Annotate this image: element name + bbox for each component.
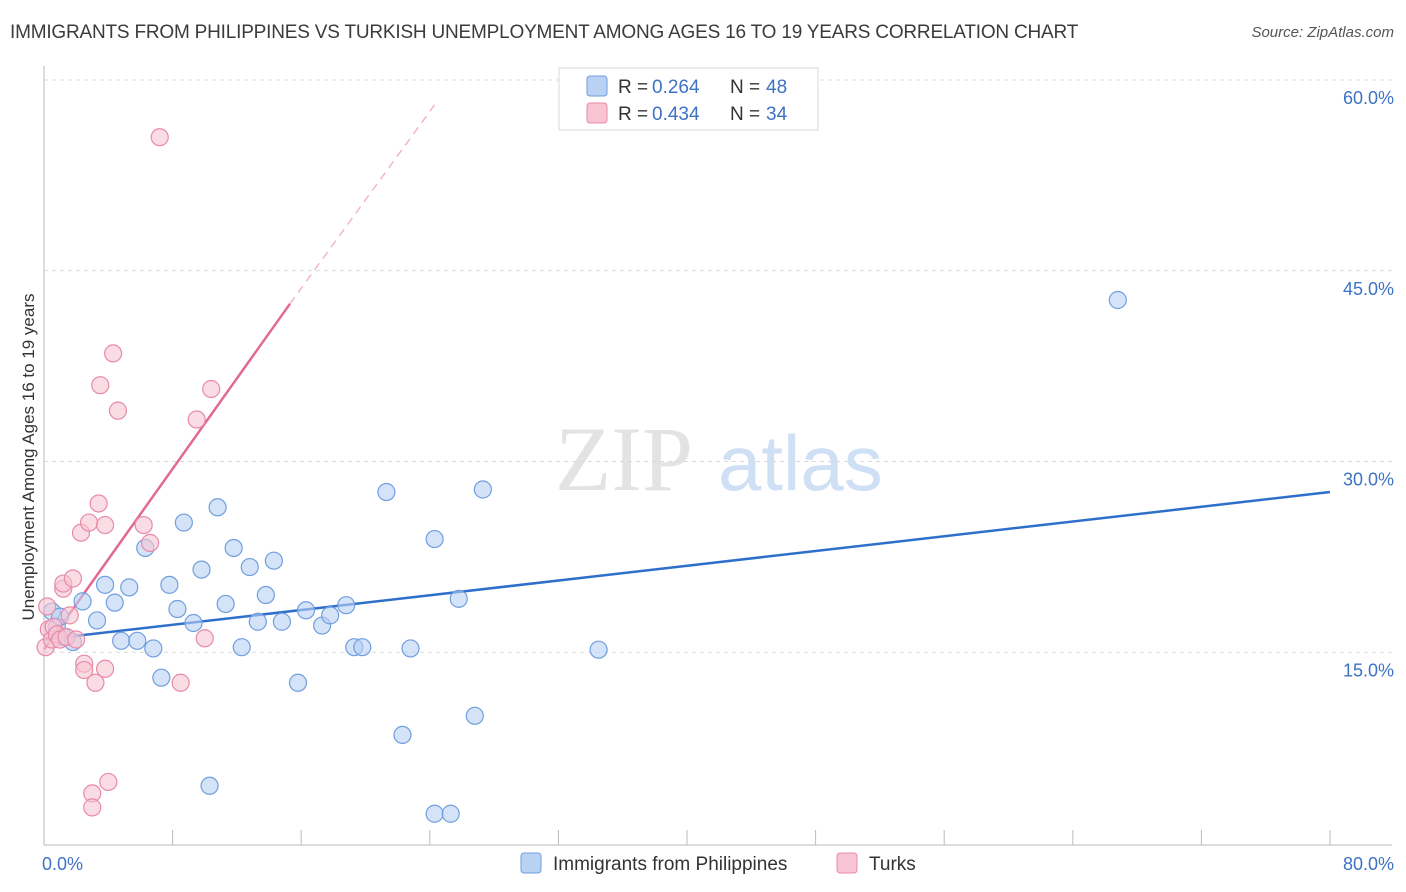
legend-r-label-2: R = [618,104,648,125]
point-turks-15 [75,660,94,680]
legend-r-value-1: 0.264 [652,77,700,98]
series-legend: Immigrants from Philippines Turks [520,852,916,875]
y-tick-label-2: 45.0% [1343,279,1394,299]
point-philippines-27 [256,585,275,605]
point-turks-11 [63,569,83,588]
point-turks-33 [195,629,214,648]
legend-r-label-1: R = [618,77,648,98]
y-tick-labels: 15.0% 30.0% 45.0% 60.0% [1343,88,1394,680]
point-philippines-13 [144,639,163,658]
point-philippines-19 [192,560,211,579]
point-philippines-37 [377,482,396,502]
trend-line-turks [42,303,291,651]
legend-swatch-philippines [586,75,608,97]
point-turks-1 [38,597,57,616]
point-turks-23 [95,659,115,678]
point-philippines-42 [441,804,460,823]
point-philippines-9 [112,631,131,650]
bottom-legend-turks: Turks [869,854,916,875]
point-turks-32 [202,379,221,399]
point-philippines-38 [393,725,412,745]
point-turks-29 [150,128,169,147]
x-tick-label-min: 0.0% [42,854,83,874]
point-philippines-46 [589,640,608,659]
point-turks-28 [140,533,160,552]
point-turks-24 [99,772,118,792]
legend-n-value-2: 34 [766,104,788,125]
point-philippines-44 [465,706,484,725]
bottom-legend-philippines: Immigrants from Philippines [553,854,787,875]
point-turks-19 [86,673,105,692]
point-turks-22 [95,515,115,535]
y-tick-label-3: 60.0% [1343,88,1394,108]
point-philippines-24 [232,638,251,657]
point-philippines-17 [174,513,193,532]
watermark-zip: ZIP [555,408,693,510]
point-philippines-34 [337,596,356,615]
point-philippines-47 [1108,290,1127,310]
point-turks-20 [89,494,108,513]
point-turks-27 [134,515,153,535]
point-philippines-45 [473,480,492,499]
point-philippines-21 [208,498,227,517]
y-tick-label-0: 15.0% [1343,660,1394,680]
point-philippines-14 [152,668,171,687]
source-label: Source: ZipAtlas.com [1251,24,1394,41]
point-philippines-18 [184,613,203,633]
trend-line-turks-extension [289,99,439,305]
data-points [36,128,1127,823]
point-turks-26 [108,401,128,420]
point-turks-10 [60,606,79,625]
point-philippines-16 [168,599,187,619]
legend-n-label-1: N = [730,77,760,98]
point-philippines-31 [296,601,316,620]
point-philippines-22 [216,594,235,614]
point-philippines-39 [401,639,420,658]
point-philippines-26 [248,612,267,631]
bottom-legend-swatch-philippines [520,852,542,874]
point-philippines-7 [95,575,115,594]
point-philippines-40 [425,529,444,549]
point-turks-25 [104,344,123,363]
point-turks-12 [67,630,86,649]
x-tick-label-max: 80.0% [1343,854,1394,874]
point-philippines-20 [200,776,219,795]
point-turks-30 [171,673,190,692]
point-philippines-41 [425,804,444,823]
point-turks-31 [187,410,206,429]
point-philippines-28 [264,551,283,570]
legend-n-label-2: N = [730,104,760,125]
point-philippines-15 [160,575,179,594]
legend-r-value-2: 0.434 [652,104,700,125]
bottom-legend-swatch-turks [836,852,858,874]
point-philippines-11 [128,631,147,650]
point-philippines-33 [321,606,340,625]
point-philippines-8 [105,593,124,612]
watermark-atlas: atlas [718,419,883,507]
point-philippines-10 [120,578,139,597]
point-philippines-23 [224,538,243,558]
y-axis-label: Unemployment Among Ages 16 to 19 years [19,294,38,621]
point-philippines-5 [73,592,92,611]
axes [43,66,1392,846]
grid-lines [44,79,1392,653]
point-turks-16 [79,513,99,532]
point-philippines-43 [449,589,468,608]
point-turks-18 [83,798,102,817]
trend-lines [42,99,1331,651]
point-philippines-29 [272,612,292,631]
y-tick-label-1: 30.0% [1343,470,1394,490]
legend-swatch-turks [586,102,608,124]
point-philippines-30 [288,673,308,692]
point-philippines-25 [240,557,259,577]
legend-n-value-1: 48 [766,77,787,98]
point-turks-21 [91,376,110,395]
correlation-legend: R = 0.264 N = 48 R = 0.434 N = 34 [558,67,819,131]
point-philippines-6 [87,611,107,630]
trend-line-philippines [43,490,1331,641]
point-philippines-36 [353,638,372,657]
chart-title: IMMIGRANTS FROM PHILIPPINES VS TURKISH U… [10,22,1079,43]
